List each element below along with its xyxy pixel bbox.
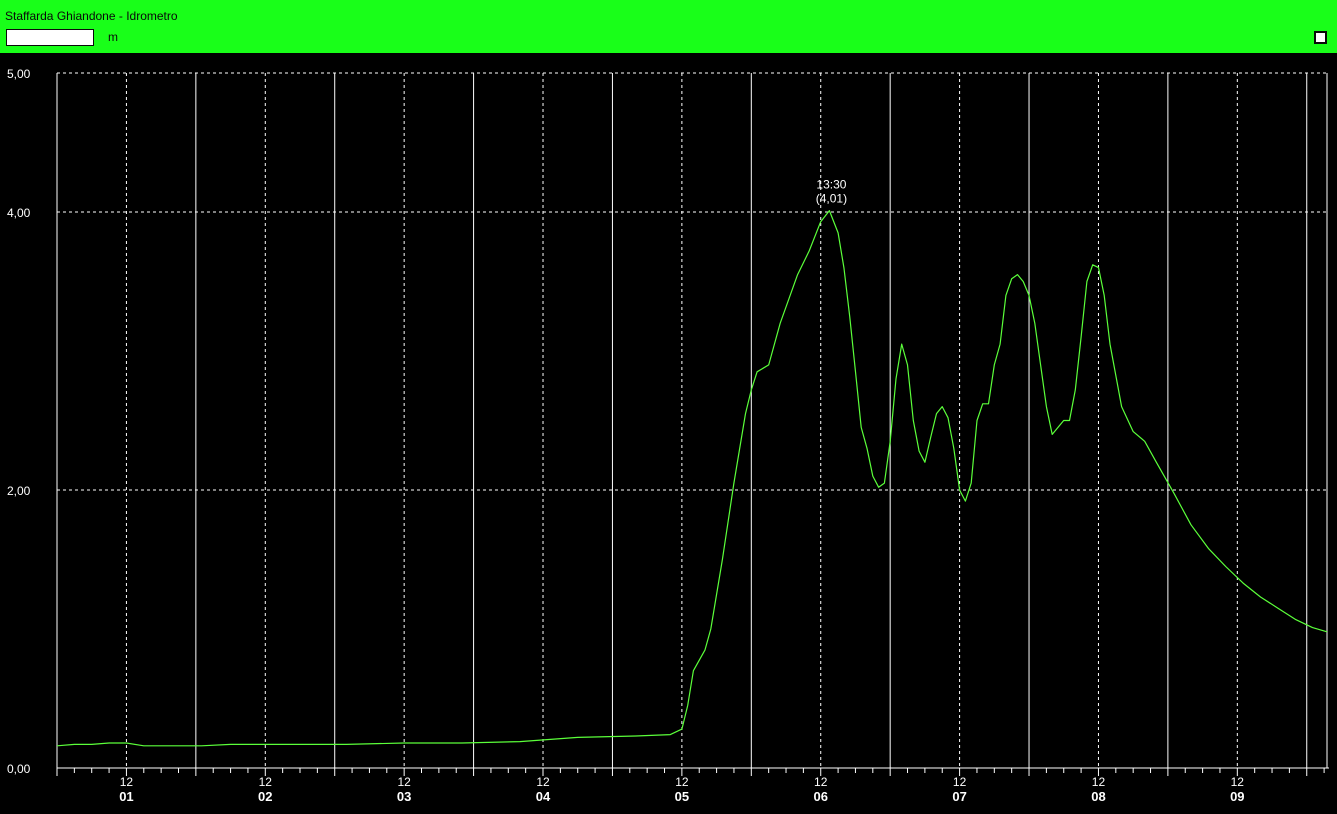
unit-label: m xyxy=(108,30,118,44)
x-tick-label-hour: 12 xyxy=(1092,775,1106,789)
x-tick-label-day: 03 xyxy=(397,789,411,804)
x-tick-label-hour: 12 xyxy=(953,775,967,789)
x-tick-label-day: 09 xyxy=(1230,789,1244,804)
peak-annotation: 13:30(4,01) xyxy=(816,178,847,206)
series xyxy=(56,210,1328,747)
x-tick-label-day: 02 xyxy=(258,789,272,804)
grid xyxy=(56,72,1329,769)
x-tick-label-day: 06 xyxy=(814,789,828,804)
x-tick-label-day: 01 xyxy=(119,789,133,804)
x-tick-label-day: 08 xyxy=(1091,789,1105,804)
toggle-checkbox[interactable] xyxy=(1314,31,1327,44)
x-tick-label-hour: 12 xyxy=(259,775,273,789)
series-line xyxy=(56,210,1328,747)
x-tick-label-hour: 12 xyxy=(536,775,550,789)
x-tick-label-hour: 12 xyxy=(675,775,689,789)
x-tick-label-hour: 12 xyxy=(397,775,411,789)
y-axis-labels: 0,00 2,00 4,00 5,00 xyxy=(7,67,31,776)
chart-title: Staffarda Ghiandone - Idrometro xyxy=(5,9,178,23)
value-input[interactable] xyxy=(6,29,94,46)
y-tick-label: 4,00 xyxy=(7,206,31,220)
x-axis: 1201120212031204120512061207120812091210… xyxy=(56,768,1325,804)
x-tick-label-hour: 12 xyxy=(814,775,828,789)
y-tick-label: 0,00 xyxy=(7,762,31,776)
title-bar: Staffarda Ghiandone - Idrometro m xyxy=(0,0,1337,53)
x-tick-label-day: 07 xyxy=(952,789,966,804)
x-tick-label-day: 04 xyxy=(536,789,551,804)
annotation-time: 13:30 xyxy=(816,178,846,192)
x-tick-label-hour: 12 xyxy=(120,775,134,789)
hydrometer-chart: 0,002,004,005,00 12011202120312041205120… xyxy=(7,67,1329,804)
y-tick-label: 5,00 xyxy=(7,67,31,81)
x-tick-label-day: 05 xyxy=(675,789,689,804)
x-tick-label-hour: 12 xyxy=(1231,775,1245,789)
annotation-value: (4,01) xyxy=(816,192,847,206)
y-tick-label: 2,00 xyxy=(7,484,31,498)
